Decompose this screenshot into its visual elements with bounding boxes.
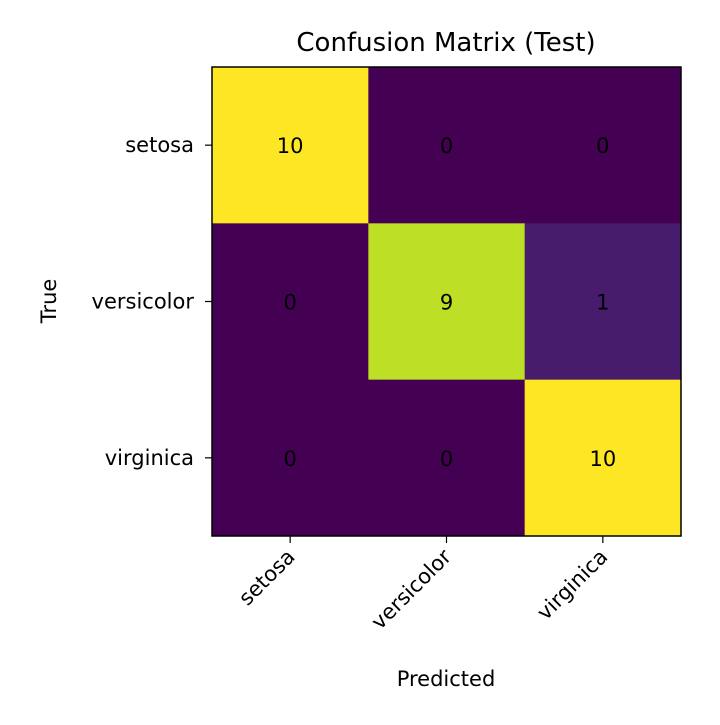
cell-value-label: 0	[440, 134, 453, 158]
x-tick-label: virginica	[532, 545, 612, 625]
y-tick-label: setosa	[125, 133, 194, 157]
cell-value-label: 0	[440, 447, 453, 471]
x-tick-label: versicolor	[367, 544, 457, 634]
heatmap-cell	[368, 379, 526, 537]
x-axis-ticks: setosa versicolor virginica	[234, 536, 612, 634]
chart-title: Confusion Matrix (Test)	[296, 28, 595, 58]
heatmap-cell	[212, 223, 369, 381]
heatmap-cell	[524, 67, 682, 224]
y-axis-label: True	[37, 279, 61, 325]
x-axis-label: Predicted	[397, 667, 496, 691]
y-tick-label: versicolor	[92, 290, 195, 314]
cell-value-label: 0	[283, 447, 296, 471]
cell-value-label: 0	[596, 134, 609, 158]
heatmap-cell	[524, 223, 682, 381]
heatmap-cell	[368, 223, 526, 381]
heatmap-cell	[368, 67, 526, 224]
x-tick-label: setosa	[234, 545, 300, 611]
heatmap-cell	[212, 67, 369, 224]
cell-value-label: 10	[277, 134, 304, 158]
cell-value-label: 10	[589, 447, 616, 471]
y-tick-label: virginica	[105, 446, 194, 470]
cell-value-label: 1	[596, 291, 609, 315]
cell-value-label: 9	[440, 291, 453, 315]
cell-value-label: 0	[283, 291, 296, 315]
heatmap-cell	[212, 379, 369, 537]
cell-value-labels: 10 0 00 9 10 0 10	[277, 134, 616, 471]
heatmap-cells	[212, 67, 682, 537]
heatmap-cell	[524, 379, 682, 537]
y-axis-ticks: setosa versicolor virginica	[92, 133, 212, 470]
